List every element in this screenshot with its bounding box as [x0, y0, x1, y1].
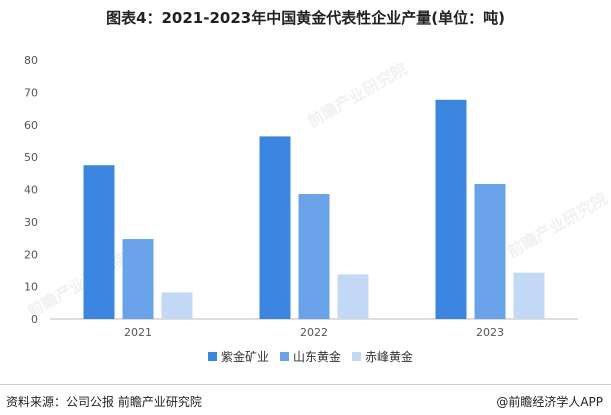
watermark-text: 前瞻产业研究院 [504, 189, 611, 261]
source-note: 资料来源：公司公报 前瞻产业研究院 [6, 395, 202, 409]
bar-2021-3 [161, 292, 193, 319]
y-tick-label: 20 [24, 248, 38, 261]
x-tick-label: 2021 [124, 326, 152, 339]
y-tick-label: 40 [24, 184, 38, 197]
bar-2021-1 [83, 165, 115, 319]
y-tick-label: 60 [24, 119, 38, 132]
legend-label: 山东黄金 [293, 349, 341, 364]
legend-swatch [280, 352, 289, 361]
watermark-text: 前瞻产业研究院 [304, 59, 411, 131]
y-axis: 0 10 20 30 40 50 60 70 80 [24, 54, 38, 326]
legend-swatch [352, 352, 361, 361]
watermark-text: 前瞻产业研究院 [24, 249, 131, 321]
bars-layer [83, 99, 545, 319]
y-tick-label: 30 [24, 216, 38, 229]
brand-credit: @前瞻经济学人APP [496, 395, 603, 409]
bar-2022-1 [259, 136, 291, 319]
x-axis: 2021 2022 2023 [124, 326, 504, 339]
bar-2022-2 [298, 194, 330, 319]
bar-2023-1 [435, 99, 467, 319]
bar-2022-3 [337, 274, 369, 319]
bar-2023-2 [474, 183, 506, 319]
y-tick-label: 70 [24, 86, 38, 99]
y-tick-label: 10 [24, 281, 38, 294]
legend-label: 紫金矿业 [221, 349, 269, 364]
bar-2021-2 [122, 239, 154, 319]
footer: 资料来源：公司公报 前瞻产业研究院 @前瞻经济学人APP [0, 384, 611, 415]
legend-label: 赤峰黄金 [365, 349, 413, 364]
x-tick-label: 2023 [476, 326, 504, 339]
y-tick-label: 50 [24, 151, 38, 164]
bar-2023-3 [513, 272, 545, 319]
x-tick-label: 2022 [300, 326, 328, 339]
y-tick-label: 80 [24, 54, 38, 67]
legend: 紫金矿业 山东黄金 赤峰黄金 [208, 349, 413, 364]
y-tick-label: 0 [31, 313, 38, 326]
chart-title: 图表4：2021-2023年中国黄金代表性企业产量(单位：吨) [106, 9, 505, 27]
legend-swatch [208, 352, 217, 361]
